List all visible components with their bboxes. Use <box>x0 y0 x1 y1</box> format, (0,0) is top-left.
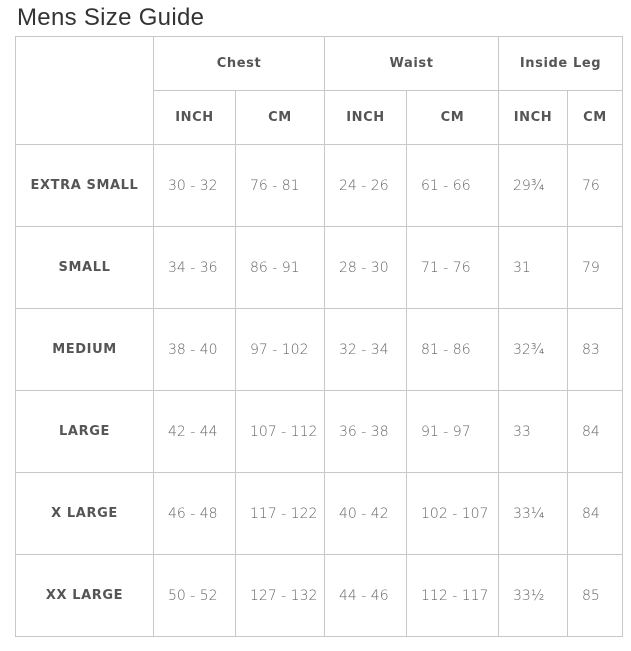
measurement-cell: 36 - 38 <box>324 390 408 473</box>
measurement-cell: 61 - 66 <box>406 144 500 227</box>
measurement-cell: 31 <box>498 226 569 309</box>
measurement-cell: 46 - 48 <box>153 472 236 555</box>
table-row: EXTRA SMALL 30 - 32 76 - 81 24 - 26 61 - 66 2… <box>15 144 624 227</box>
measurement-cell: 76 - 81 <box>234 144 326 227</box>
unit-header: CM <box>234 90 326 145</box>
page-title: Mens Size Guide <box>17 4 205 31</box>
measurement-cell: 30 - 32 <box>153 144 236 227</box>
measurement-cell: 32¾ <box>498 308 569 391</box>
size-label: XX LARGE <box>15 554 154 637</box>
unit-header: CM <box>406 90 500 145</box>
measurement-cell: 127 - 132 <box>234 554 326 637</box>
size-label: LARGE <box>15 390 154 473</box>
measurement-cell: 44 - 46 <box>324 554 408 637</box>
measurement-cell: 33 <box>498 390 569 473</box>
measurement-cell: 107 - 112 <box>234 390 326 473</box>
measurement-cell: 50 - 52 <box>153 554 236 637</box>
measurement-cell: 81 - 86 <box>406 308 500 391</box>
measurement-cell: 24 - 26 <box>324 144 408 227</box>
measurement-cell: 84 <box>567 472 624 555</box>
table-row: X LARGE 46 - 48 117 - 122 40 - 42 102 - 107 3… <box>15 472 624 555</box>
unit-header: INCH <box>498 90 569 145</box>
measurement-cell: 97 - 102 <box>234 308 326 391</box>
measurement-cell: 112 - 117 <box>406 554 500 637</box>
size-label: X LARGE <box>15 472 154 555</box>
measurement-cell: 38 - 40 <box>153 308 236 391</box>
measurement-cell: 76 <box>567 144 624 227</box>
measurement-cell: 79 <box>567 226 624 309</box>
measurement-cell: 85 <box>567 554 624 637</box>
measurement-cell: 40 - 42 <box>324 472 408 555</box>
unit-header: CM <box>567 90 624 145</box>
measurement-cell: 32 - 34 <box>324 308 408 391</box>
measurement-cell: 117 - 122 <box>234 472 326 555</box>
table-row: SMALL 34 - 36 86 - 91 28 - 30 71 - 76 31 79 <box>15 226 624 309</box>
measurement-cell: 42 - 44 <box>153 390 236 473</box>
measurement-cell: 84 <box>567 390 624 473</box>
measurement-cell: 33¼ <box>498 472 569 555</box>
size-label: EXTRA SMALL <box>15 144 154 227</box>
size-guide-table: Chest Waist Inside Leg INCH CM INCH CM INCH C… <box>15 36 624 637</box>
unit-header: INCH <box>153 90 236 145</box>
table-row: XX LARGE 50 - 52 127 - 132 44 - 46 112 - 117… <box>15 554 624 637</box>
size-label: SMALL <box>15 226 154 309</box>
group-header: Chest <box>152 36 326 91</box>
measurement-cell: 28 - 30 <box>324 226 408 309</box>
table-row: LARGE 42 - 44 107 - 112 36 - 38 91 - 97 33 84 <box>15 390 624 473</box>
unit-header: INCH <box>324 90 408 145</box>
measurement-cell: 86 - 91 <box>234 226 326 309</box>
measurement-cell: 34 - 36 <box>153 226 236 309</box>
table-row: MEDIUM 38 - 40 97 - 102 32 - 34 81 - 86 32¾ 83 <box>15 308 624 391</box>
measurement-cell: 29¾ <box>498 144 569 227</box>
group-header: Inside Leg <box>498 36 624 91</box>
measurement-cell: 71 - 76 <box>406 226 500 309</box>
measurement-cell: 102 - 107 <box>406 472 500 555</box>
corner-cell <box>15 36 154 145</box>
measurement-cell: 33½ <box>498 554 569 637</box>
group-header: Waist <box>324 36 500 91</box>
measurement-cell: 91 - 97 <box>406 390 500 473</box>
size-label: MEDIUM <box>15 308 154 391</box>
measurement-cell: 83 <box>567 308 624 391</box>
